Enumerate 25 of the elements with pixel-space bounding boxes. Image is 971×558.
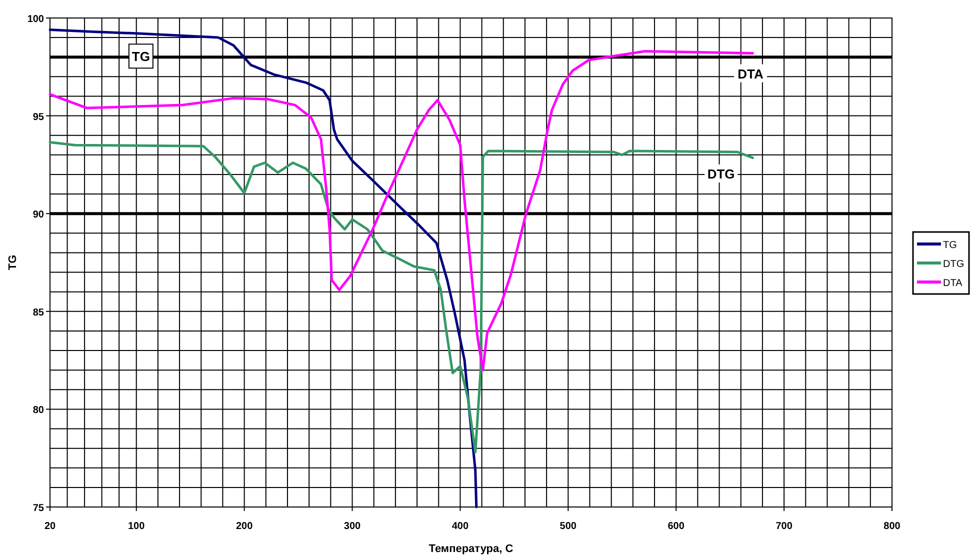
legend-label: DTA xyxy=(943,278,963,289)
annotation: DTA xyxy=(738,66,764,82)
x-tick-label: 20 xyxy=(44,521,56,532)
x-tick-label: 300 xyxy=(344,521,362,532)
x-axis-title: Температура, С xyxy=(428,543,514,555)
line-series xyxy=(48,28,478,508)
x-tick-label: 700 xyxy=(776,521,793,532)
y-axis-title: TG xyxy=(7,254,19,270)
annotation: DTG xyxy=(707,166,735,182)
x-tick-label: 200 xyxy=(236,521,254,532)
x-tick-label: 100 xyxy=(128,521,146,532)
y-tick-label: 75 xyxy=(32,503,44,514)
legend-label: DTG xyxy=(943,259,964,270)
line-series xyxy=(48,140,754,454)
y-tick-label: 85 xyxy=(32,307,44,318)
x-tick-label: 600 xyxy=(668,521,685,532)
y-tick-label: 90 xyxy=(32,210,44,221)
x-tick-label: 400 xyxy=(452,521,469,532)
x-tick-label: 500 xyxy=(560,521,577,532)
y-tick-label: 80 xyxy=(32,405,44,416)
x-tick-label: 800 xyxy=(884,521,901,532)
y-tick-label: 95 xyxy=(32,112,44,123)
y-tick-label: 100 xyxy=(27,14,44,25)
annotation: TG xyxy=(132,49,150,64)
legend-label: TG xyxy=(943,240,958,251)
